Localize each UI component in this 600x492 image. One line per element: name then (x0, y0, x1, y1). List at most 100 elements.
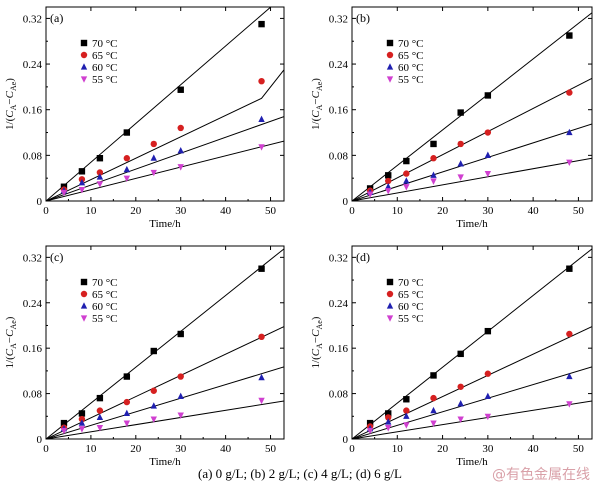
data-point (96, 394, 104, 402)
data-point (430, 420, 437, 427)
data-point (258, 373, 265, 381)
y-tick-label: 0 (37, 434, 43, 446)
x-tick-label: 0 (349, 443, 355, 455)
data-point (385, 177, 392, 185)
data-point (123, 165, 131, 173)
x-tick-label: 40 (220, 205, 232, 217)
data-point (150, 154, 157, 161)
data-point (385, 425, 392, 432)
x-tick-label: 30 (482, 205, 494, 217)
fit-line (352, 366, 592, 439)
data-point (96, 155, 104, 162)
fit-line (352, 248, 592, 439)
data-point (177, 164, 184, 171)
y-tick-label: 0.32 (23, 13, 42, 25)
data-point (177, 330, 184, 338)
chart-panel-2: 0 10 20 30 40 50 0 0.08 0.16 0.24 0.32 Time/h 1/(CA−… (4, 245, 285, 466)
x-tick-label: 50 (265, 205, 277, 217)
data-point (484, 129, 492, 136)
plot-frame (45, 6, 285, 202)
data-point (258, 77, 265, 85)
data-point (385, 172, 392, 179)
x-tick-label: 50 (265, 443, 277, 455)
x-tick-label: 10 (85, 443, 97, 455)
data-point (96, 169, 104, 176)
data-point (123, 398, 131, 406)
data-point (566, 159, 573, 166)
data-point (566, 89, 573, 96)
legend-marker (80, 302, 88, 309)
y-tick-label: 0.32 (329, 252, 348, 264)
y-tick-label: 0 (343, 196, 349, 208)
legend-label: 60 °C (92, 301, 118, 313)
x-tick-label: 0 (43, 443, 49, 455)
data-point (177, 146, 184, 154)
data-point (403, 177, 410, 184)
figure-canvas: 0 10 20 30 40 50 0 0.08 0.16 0.24 0.32 Time/h 1/(CA−… (4, 6, 593, 466)
legend-marker (80, 315, 88, 322)
legend-marker (386, 315, 394, 322)
data-point (430, 155, 437, 162)
data-point (566, 372, 573, 380)
x-tick-label: 30 (175, 205, 187, 217)
y-axis-label: 1/(CA−CAe) (4, 316, 18, 368)
data-point (60, 189, 68, 197)
x-tick-label: 50 (573, 205, 585, 217)
fit-line (46, 140, 284, 201)
data-point (457, 109, 464, 116)
data-point (566, 265, 573, 272)
data-point (484, 392, 492, 400)
data-point (96, 407, 104, 414)
legend-marker (386, 290, 394, 298)
chart-panel-3: 0 10 20 30 40 50 0 0.08 0.16 0.24 0.32 Time/h 1/(CA−… (310, 245, 593, 466)
data-point (403, 396, 410, 403)
panel-label: (b) (356, 11, 370, 25)
data-point (258, 115, 265, 123)
data-point (430, 372, 437, 379)
data-point (78, 415, 86, 423)
plot-frame (351, 245, 593, 440)
data-point (385, 410, 392, 417)
data-point (566, 330, 573, 338)
x-tick-label: 0 (349, 205, 355, 217)
legend-label: 70 °C (398, 38, 424, 50)
data-point (123, 129, 131, 136)
y-tick-label: 0.24 (329, 59, 349, 71)
data-point (430, 394, 437, 402)
fit-line (46, 326, 284, 439)
data-point (258, 144, 265, 151)
x-tick-label: 30 (175, 443, 187, 455)
fit-line (46, 248, 284, 439)
fit-line (352, 123, 592, 201)
x-tick-label: 30 (482, 443, 494, 455)
data-point (403, 184, 410, 191)
legend-label: 55 °C (398, 313, 424, 325)
data-point (566, 128, 573, 136)
legend-label: 60 °C (398, 301, 424, 313)
y-tick-label: 0 (343, 434, 349, 446)
data-point (150, 140, 157, 148)
data-point (78, 178, 86, 186)
fit-line (352, 12, 592, 201)
data-point (150, 416, 157, 423)
fit-line (352, 77, 592, 201)
data-point (96, 425, 104, 432)
data-point (430, 171, 437, 178)
data-point (430, 406, 437, 414)
data-point (484, 151, 492, 158)
x-tick-label: 40 (220, 443, 232, 455)
x-tick-label: 20 (437, 205, 449, 217)
y-axis-label: 1/(CA−CAe) (310, 316, 324, 368)
plot-frame (351, 6, 593, 202)
legend-label: 55 °C (398, 74, 424, 86)
y-tick-label: 0.32 (329, 13, 348, 25)
legend-marker (80, 76, 88, 83)
y-axis-label: 1/(CA−CAe) (4, 78, 18, 130)
data-point (484, 171, 492, 178)
fit-line (46, 116, 284, 201)
data-point (177, 373, 184, 380)
x-tick-label: 10 (85, 205, 97, 217)
data-point (484, 370, 492, 377)
fit-line (352, 400, 592, 439)
y-tick-label: 0.16 (329, 343, 349, 355)
